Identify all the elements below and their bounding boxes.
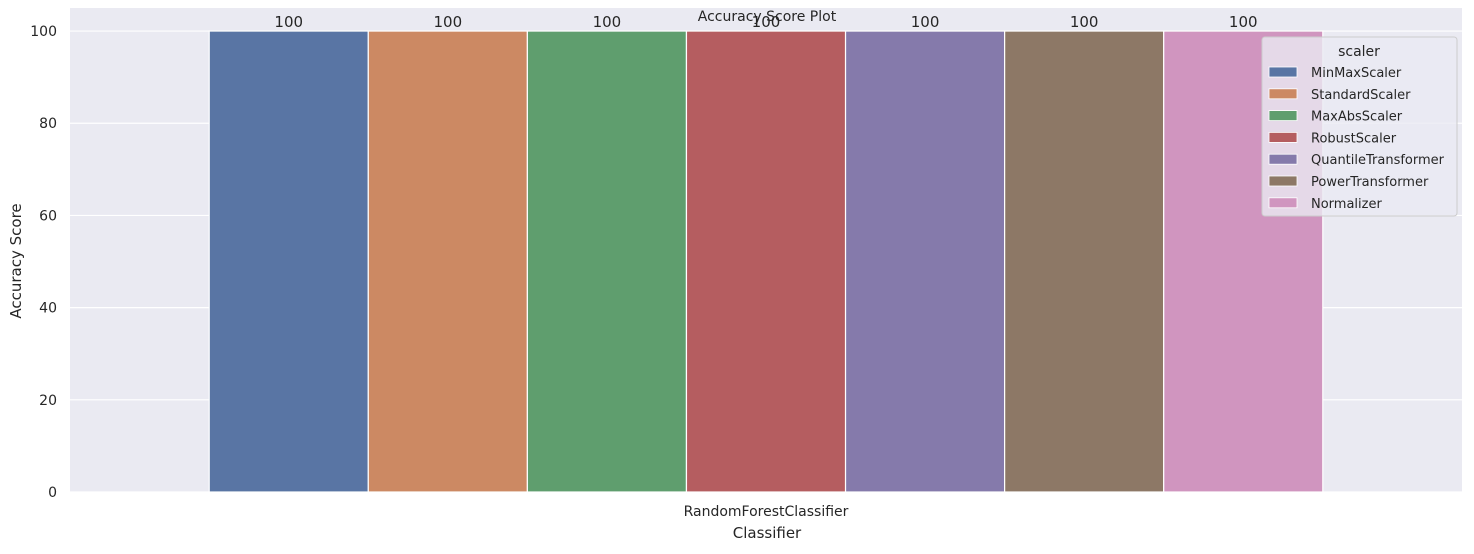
legend-label: StandardScaler bbox=[1311, 88, 1411, 103]
chart-title: Accuracy Score Plot bbox=[698, 9, 837, 25]
legend-box bbox=[1261, 36, 1458, 217]
bar bbox=[685, 30, 847, 493]
bar-value-label: 100 bbox=[1070, 13, 1099, 31]
bar-value-label: 100 bbox=[274, 13, 303, 31]
y-tick-label: 20 bbox=[39, 393, 57, 409]
bar-value-label: 100 bbox=[434, 13, 463, 31]
bar-value-label: 100 bbox=[752, 13, 781, 31]
bar bbox=[208, 30, 369, 493]
legend-label: MaxAbsScaler bbox=[1311, 110, 1403, 125]
bars bbox=[208, 30, 1324, 493]
y-axis-label: Accuracy Score bbox=[7, 203, 25, 318]
bar-value-label: 100 bbox=[911, 13, 940, 31]
x-axis-label: Classifier bbox=[733, 524, 802, 542]
x-tick-label: RandomForestClassifier bbox=[684, 504, 849, 520]
y-tick-label: 0 bbox=[48, 485, 57, 501]
bar bbox=[844, 30, 1006, 493]
bar bbox=[367, 30, 528, 493]
y-tick-label: 80 bbox=[39, 116, 57, 132]
bar-value-label: 100 bbox=[593, 13, 622, 31]
y-tick-label: 40 bbox=[39, 301, 57, 317]
legend-items: MinMaxScaler StandardScaler MaxAbsScaler Ro… bbox=[1268, 66, 1445, 212]
legend: scaler MinMaxScaler StandardScaler MaxAbsS… bbox=[1261, 36, 1458, 217]
legend-swatch bbox=[1268, 197, 1298, 209]
x-tick-labels: RandomForestClassifier bbox=[684, 504, 849, 520]
y-tick-label: 60 bbox=[39, 208, 57, 224]
legend-label: Normalizer bbox=[1311, 197, 1382, 212]
bar-value-label: 100 bbox=[1229, 13, 1258, 31]
y-tick-labels: 0 20 40 60 80 100 bbox=[30, 24, 57, 501]
legend-swatch bbox=[1268, 153, 1298, 165]
legend-swatch bbox=[1268, 131, 1298, 143]
legend-label: PowerTransformer bbox=[1311, 175, 1429, 190]
legend-label: QuantileTransformer bbox=[1311, 153, 1445, 168]
y-tick-label: 100 bbox=[30, 24, 57, 40]
bar bbox=[1004, 30, 1165, 493]
legend-swatch bbox=[1268, 66, 1298, 78]
bar-labels: 100 100 100 100 100 100 100 bbox=[274, 13, 1257, 31]
legend-swatch bbox=[1268, 175, 1298, 187]
legend-title: scaler bbox=[1338, 44, 1380, 60]
legend-label: RobustScaler bbox=[1311, 131, 1397, 146]
bar bbox=[526, 30, 688, 493]
legend-swatch bbox=[1268, 110, 1298, 121]
legend-label: MinMaxScaler bbox=[1311, 66, 1402, 81]
legend-swatch bbox=[1268, 88, 1298, 100]
